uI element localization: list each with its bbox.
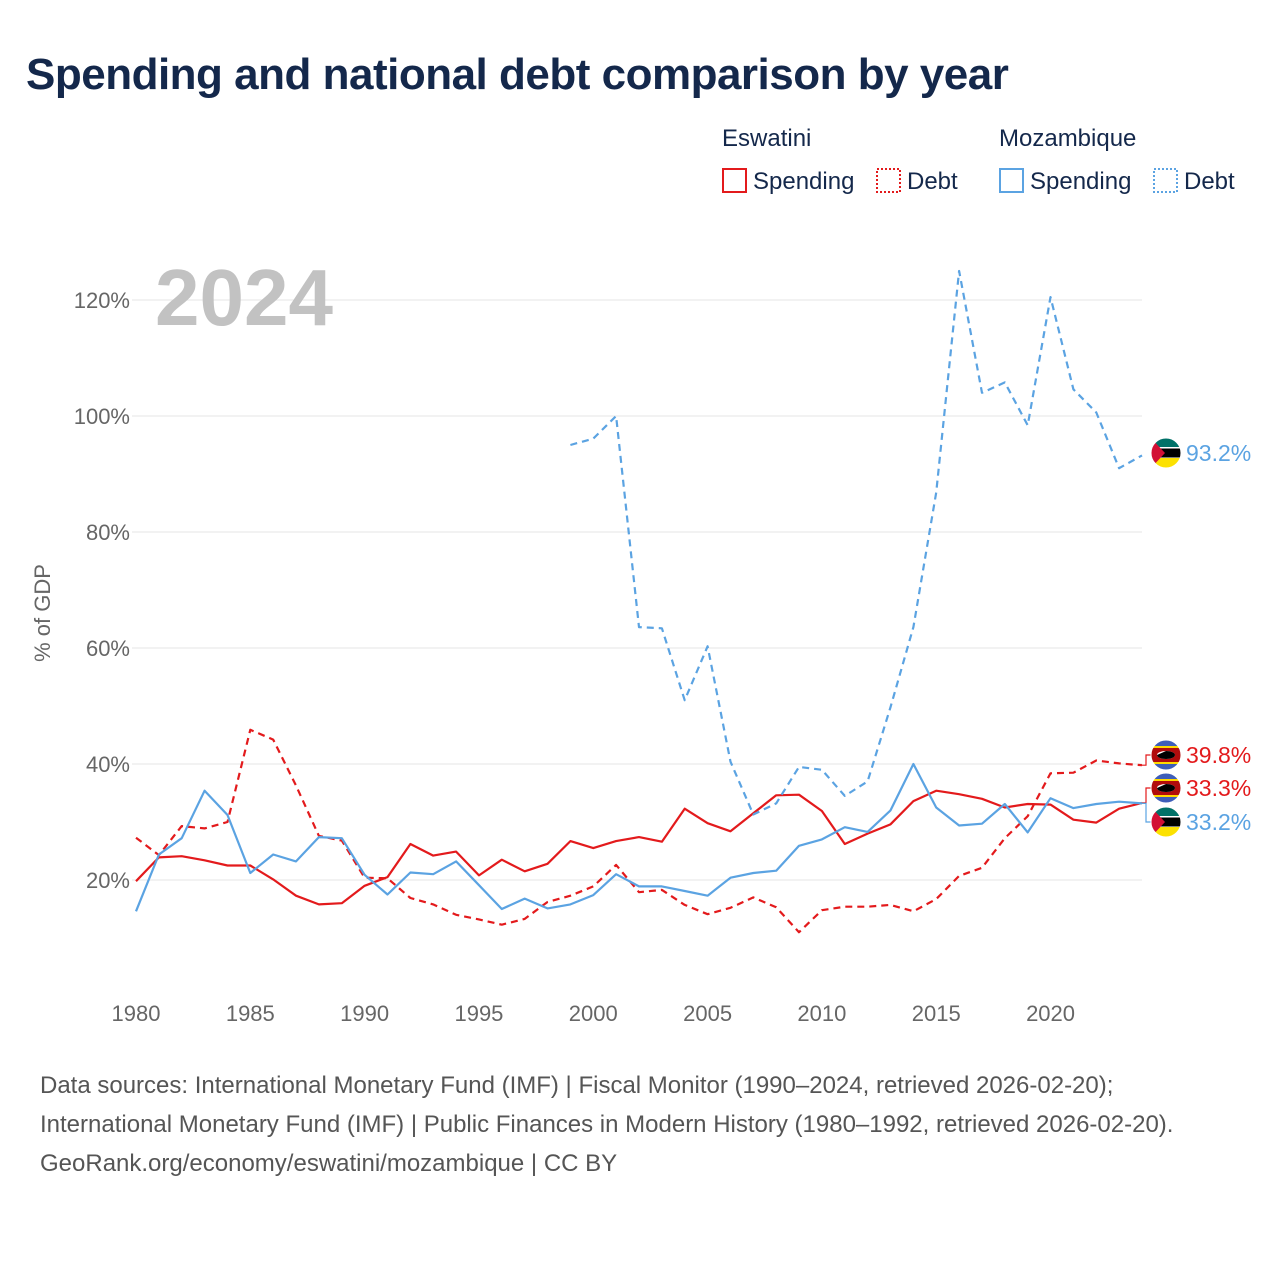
- y-tick-label: 120%: [74, 288, 130, 313]
- legend-label-mozambique-debt: Debt: [1184, 168, 1235, 195]
- eswatini-flag-icon: [1150, 739, 1182, 771]
- x-axis-ticks: 1980 1985 1990 1995 2000 2005 2010 2015 2020: [112, 1001, 1075, 1026]
- gridlines: [132, 299, 1142, 881]
- legend-group-mozambique: Mozambique: [999, 125, 1136, 152]
- end-label-eswatini-spending: 33.3%: [1186, 775, 1251, 801]
- end-label-connector: [1142, 802, 1151, 823]
- series-line-mozambique-spending: [134, 762, 1143, 912]
- mozambique-flag-icon: [1150, 437, 1182, 469]
- x-tick-label: 1995: [454, 1001, 503, 1026]
- series-line-mozambique-debt: [570, 269, 1143, 816]
- footer: Data sources: International Monetary Fun…: [40, 1066, 1240, 1183]
- end-label-mozambique-spending: 33.2%: [1186, 809, 1251, 835]
- eswatini-flag-icon: [1150, 772, 1182, 804]
- y-tick-label: 100%: [74, 404, 130, 429]
- end-label-eswatini-debt: 39.8%: [1186, 742, 1251, 768]
- end-label-mozambique-debt: 93.2%: [1186, 440, 1251, 466]
- legend-swatch-mozambique-spending: [999, 168, 1024, 193]
- y-tick-label: 80%: [86, 520, 130, 545]
- end-labels: 33.3% 39.8% 33.2% 93.2%: [1142, 437, 1251, 838]
- mozambique-flag-icon: [1150, 806, 1182, 838]
- legend-swatch-eswatini-spending: [722, 168, 747, 193]
- end-label-connector: [1142, 787, 1151, 804]
- x-tick-label: 1985: [226, 1001, 275, 1026]
- legend-label-eswatini-spending: Spending: [753, 168, 854, 195]
- legend-group-eswatini: Eswatini: [722, 125, 811, 152]
- end-label-connector: [1142, 754, 1151, 766]
- series-lines: [134, 269, 1143, 934]
- series-line-eswatini-spending: [135, 789, 1143, 906]
- x-tick-label: 2000: [569, 1001, 618, 1026]
- y-tick-label: 20%: [86, 868, 130, 893]
- legend: Eswatini Spending Debt Mozambique Spendi…: [722, 125, 1235, 195]
- credit-link[interactable]: GeoRank.org/economy/eswatini/mozambique …: [40, 1150, 618, 1177]
- x-tick-label: 1980: [112, 1001, 161, 1026]
- data-sources: Data sources: International Monetary Fun…: [40, 1072, 1174, 1138]
- legend-swatch-mozambique-debt: [1153, 168, 1178, 193]
- chart-title: Spending and national debt comparison by…: [26, 50, 1009, 99]
- y-tick-label: 60%: [86, 636, 130, 661]
- y-tick-label: 40%: [86, 752, 130, 777]
- x-tick-label: 1990: [340, 1001, 389, 1026]
- x-tick-label: 2005: [683, 1001, 732, 1026]
- line-chart: Eswatini Spending Debt Mozambique Spendi…: [30, 125, 1251, 1026]
- legend-label-eswatini-debt: Debt: [907, 168, 958, 195]
- legend-swatch-eswatini-debt: [876, 168, 901, 193]
- x-tick-label: 2015: [912, 1001, 961, 1026]
- x-tick-label: 2020: [1026, 1001, 1075, 1026]
- series-line-eswatini-debt: [135, 728, 1143, 934]
- y-axis-ticks: 20% 40% 60% 80% 100% 120%: [74, 288, 130, 893]
- y-axis-label: % of GDP: [30, 564, 55, 662]
- x-tick-label: 2010: [797, 1001, 846, 1026]
- year-display: 2024: [155, 253, 333, 342]
- legend-label-mozambique-spending: Spending: [1030, 168, 1131, 195]
